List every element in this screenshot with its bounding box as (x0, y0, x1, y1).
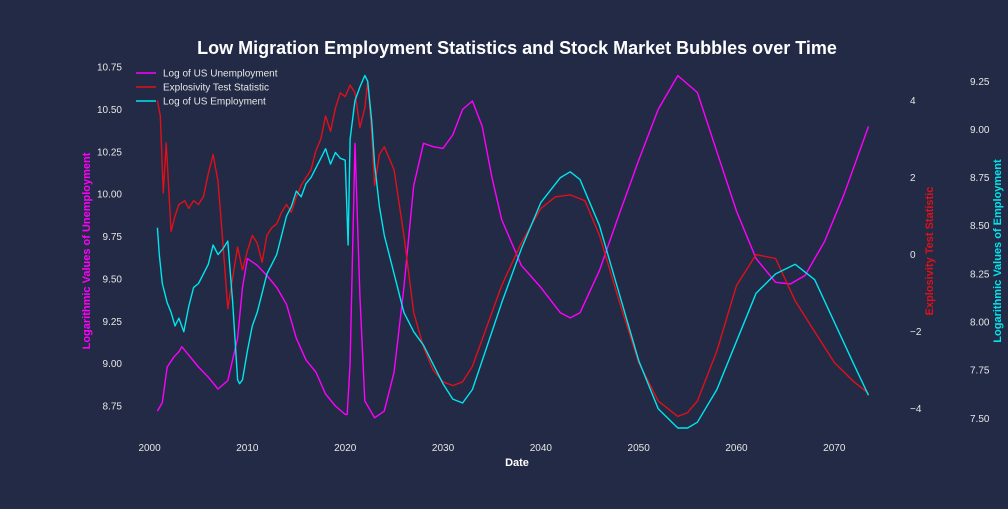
legend-label: Explosivity Test Statistic (163, 83, 269, 94)
y-tick-label-employment: 7.50 (970, 414, 990, 425)
y-tick-label-unemployment: 9.00 (103, 359, 123, 370)
y-tick-label-employment: 9.25 (970, 77, 990, 88)
x-tick-label: 2000 (138, 443, 161, 454)
series-layer (156, 74, 870, 429)
y-tick-label-employment: 7.75 (970, 366, 990, 377)
y-tick-label-explosivity: −2 (910, 327, 922, 338)
y-tick-label-explosivity: −4 (910, 404, 922, 415)
series-employment-line (156, 74, 870, 429)
y-tick-label-explosivity: 4 (910, 96, 916, 107)
series-unemployment-line (156, 74, 870, 419)
y-tick-label-employment: 8.00 (970, 318, 990, 329)
x-tick-label: 2020 (334, 443, 357, 454)
y-tick-label-employment: 8.50 (970, 221, 990, 232)
x-tick-label: 2030 (432, 443, 455, 454)
y-tick-label-employment: 8.25 (970, 269, 990, 280)
x-tick-label: 2010 (236, 443, 259, 454)
y-tick-label-explosivity: 2 (910, 173, 916, 184)
y-tick-label-explosivity: 0 (910, 250, 916, 261)
y-axis-label-right-employment: Logarithmic Values of Employment (992, 159, 1004, 343)
y-tick-label-unemployment: 10.50 (97, 105, 122, 116)
legend: Log of US Unemployment Explosivity Test S… (136, 69, 278, 108)
tick-layer: 2000 2010 2020 2030 2040 2050 2060 2070 8.75 9.00… (97, 63, 990, 454)
x-tick-label: 2070 (823, 443, 846, 454)
y-tick-label-unemployment: 9.75 (103, 232, 123, 243)
legend-label: Log of US Employment (163, 97, 266, 108)
y-axis-label-right-explosivity: Explosivity Test Statistic (924, 187, 936, 316)
series-explosivity-line (156, 80, 869, 418)
x-axis-label: Date (505, 457, 529, 469)
y-tick-label-unemployment: 10.00 (97, 190, 122, 201)
y-tick-label-unemployment: 10.25 (97, 147, 122, 158)
y-tick-label-unemployment: 9.50 (103, 274, 123, 285)
y-tick-label-employment: 9.00 (970, 125, 990, 136)
y-tick-label-unemployment: 9.25 (103, 317, 123, 328)
y-axis-label-left: Logarithmic Values of Unemployment (81, 152, 93, 349)
y-tick-label-unemployment: 8.75 (103, 401, 123, 412)
y-tick-label-unemployment: 10.75 (97, 63, 122, 74)
x-tick-label: 2060 (725, 443, 748, 454)
chart-title: Low Migration Employment Statistics and … (197, 38, 837, 58)
y-tick-label-employment: 8.75 (970, 173, 990, 184)
x-tick-label: 2050 (628, 443, 651, 454)
legend-label: Log of US Unemployment (163, 69, 278, 80)
x-tick-label: 2040 (530, 443, 553, 454)
